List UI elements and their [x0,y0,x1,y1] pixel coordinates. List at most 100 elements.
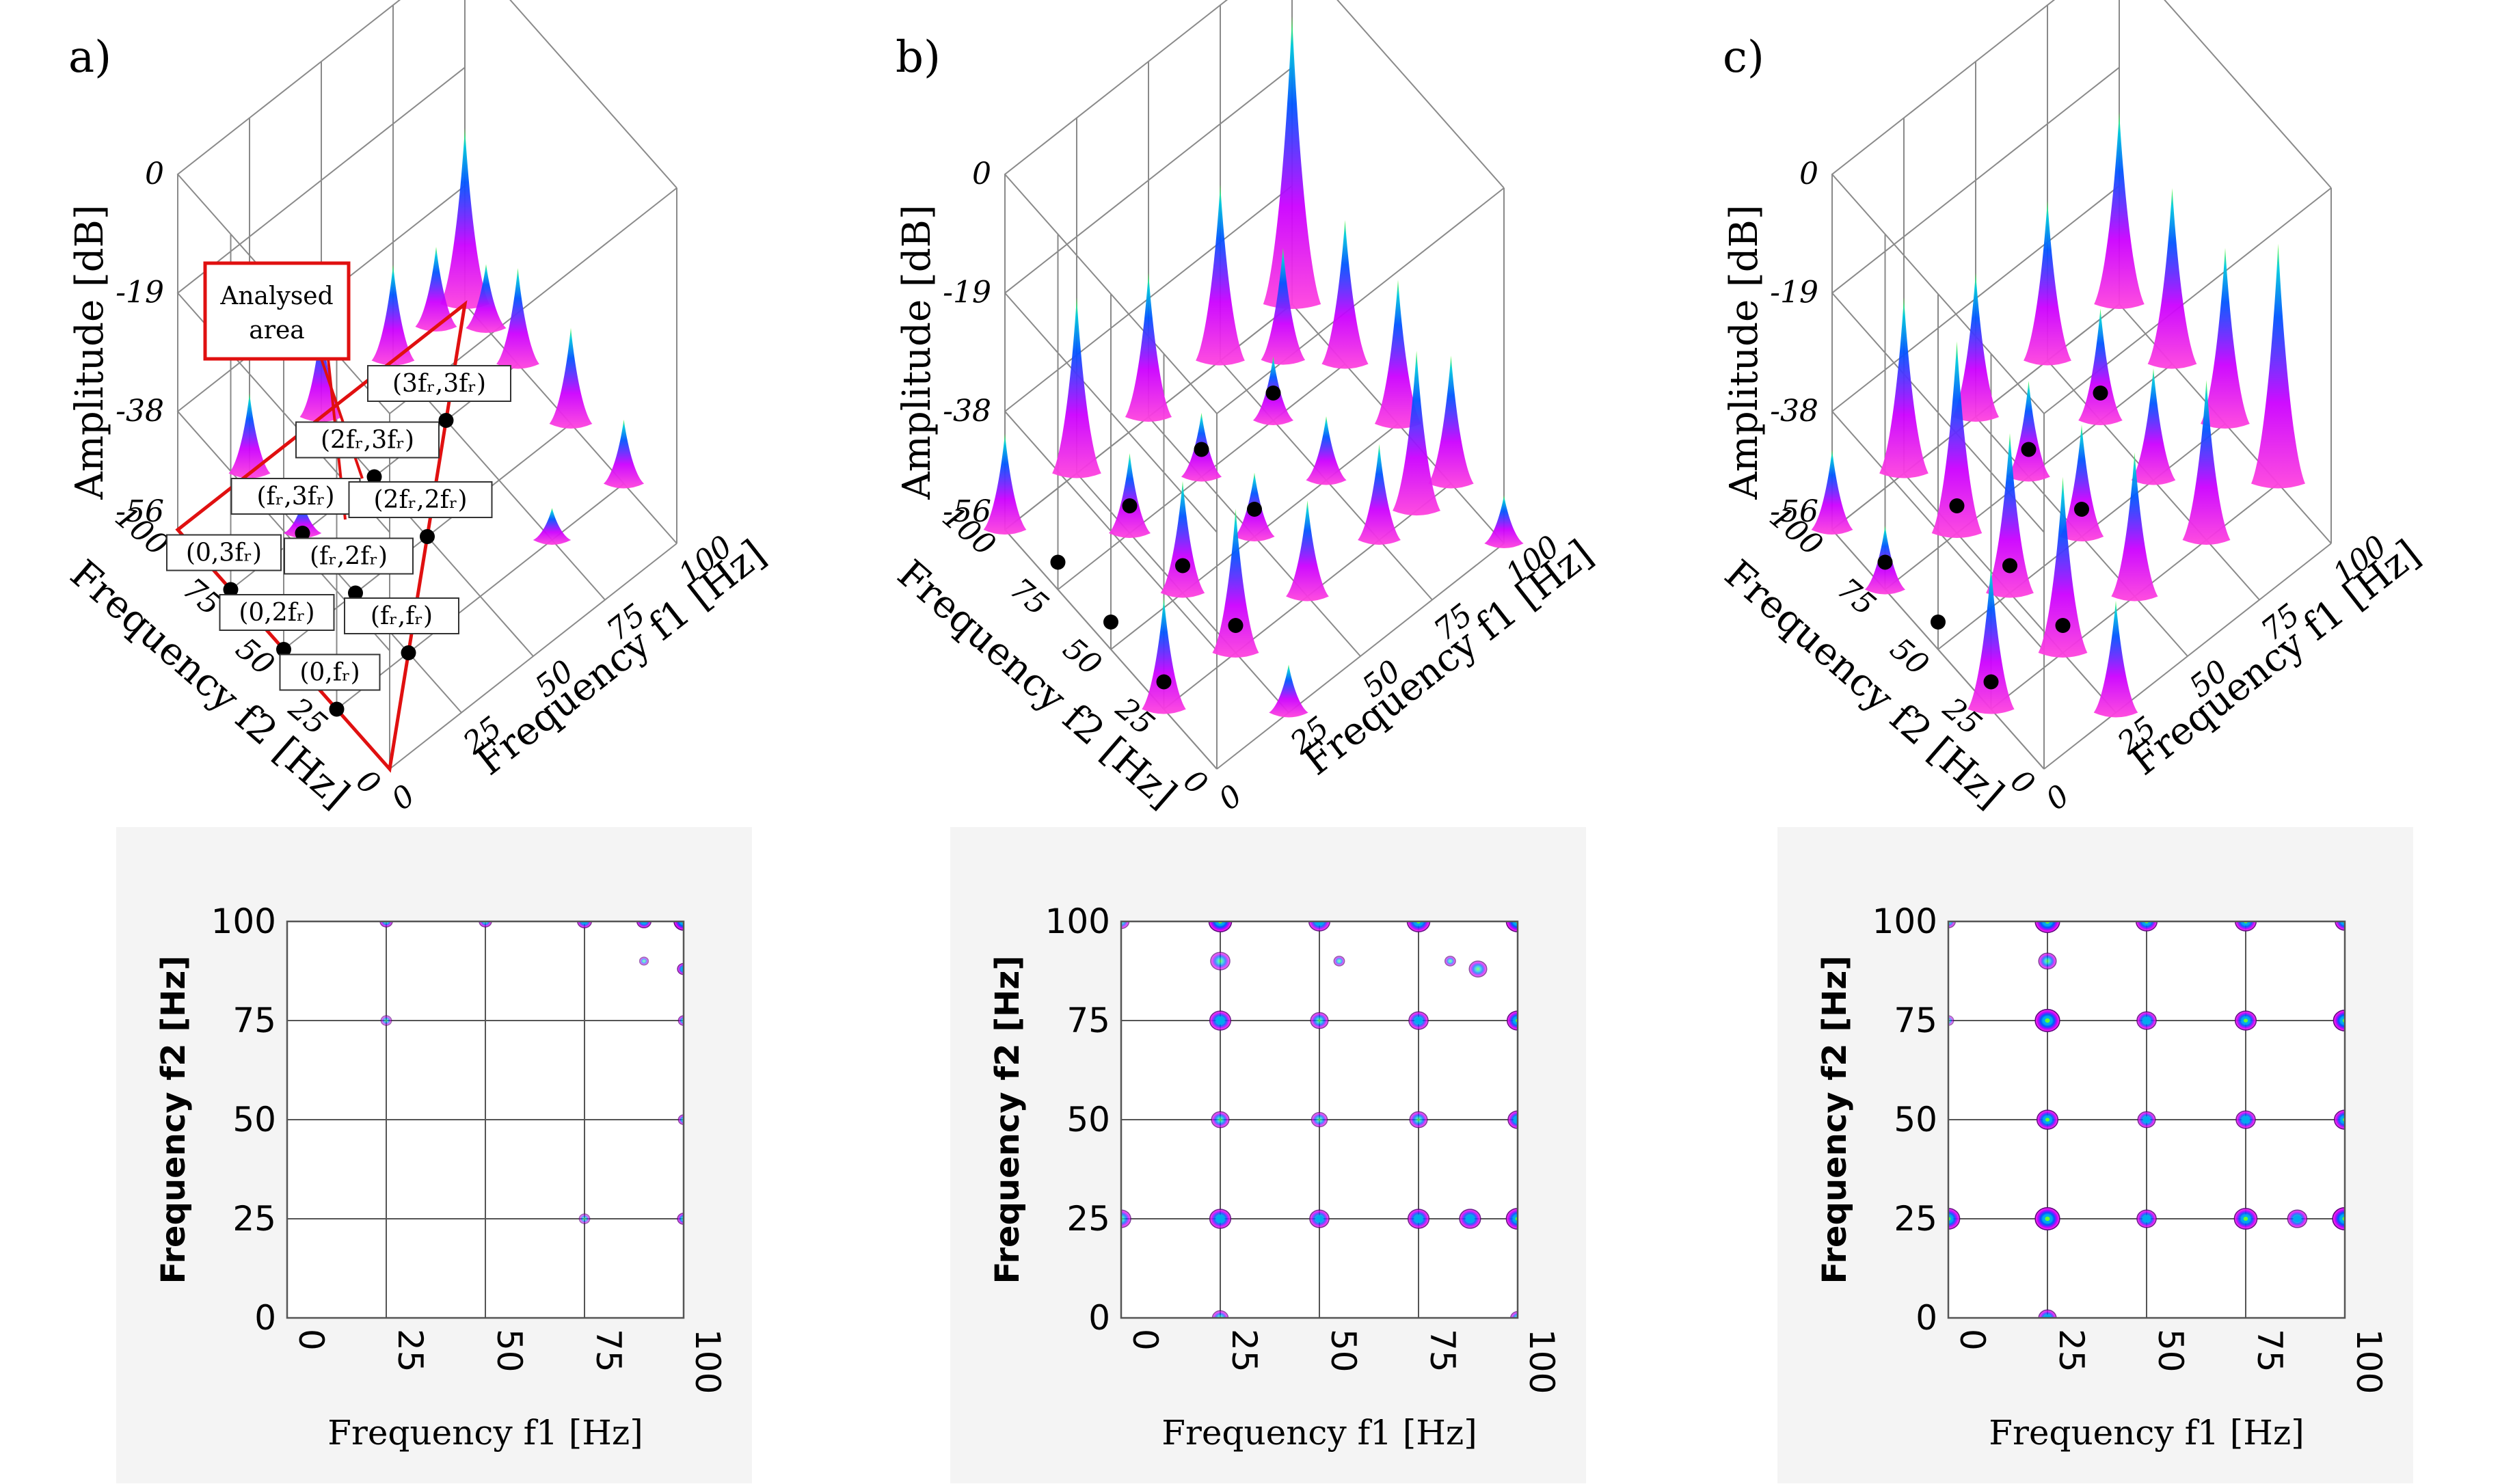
heatmap-blob-core [1315,1215,1323,1223]
spectral-peak [2251,243,2305,489]
wall-gridline-z [1831,66,2120,533]
annotation-label: (2fᵣ,2fᵣ) [374,486,468,514]
heatmap-blob-core [1414,1215,1423,1223]
heatmap-blob [1333,956,1345,967]
harmonic-marker [1156,674,1172,690]
x-tick-label: 0 [1212,778,1248,817]
x-tick-label: 100 [688,1329,727,1394]
heatmap-plot-2: 0 25 50 75 100 0 25 50 75 100 Frequency f1 [Hz] Fre… [950,827,1586,1483]
spectral-peak [1306,416,1347,485]
heatmap-blob-core [1215,1016,1225,1025]
x-axis-title: Frequency f1 [Hz] [327,1413,643,1453]
spectral-peak [1321,219,1369,369]
heatmap-blob-peak [2243,1018,2248,1023]
spectral-peak [1212,509,1259,658]
surface-plot-1: a)025507510002550751000-19-38-56Frequenc… [62,0,774,818]
harmonic-marker [1877,554,1893,570]
z-tick-label: -19 [1770,275,1818,310]
heatmap-blob [1948,921,1956,929]
heatmap-blob [1948,1015,1954,1026]
x-tick-label: 50 [489,1329,529,1373]
heatmap-blob-core [2293,1215,2302,1223]
heatmap-blob [380,1015,392,1026]
spectral-peak [2147,188,2197,369]
annotation-box [219,594,335,631]
annotation-label: (0,fᵣ) [299,659,360,687]
heatmap-blob-core [1513,1214,1518,1224]
spectral-peak [2038,476,2088,658]
heatmap-blob [1310,1012,1329,1029]
spectral-peak [2182,380,2231,545]
heatmap-blob [1444,956,1456,967]
spectral-peak [2007,381,2050,482]
spectral-peak [2024,200,2071,366]
x-axis-title: Frequency f1 [Hz] [1989,1413,2304,1453]
heatmap-frame [286,920,685,1319]
spectral-peak [1879,297,1929,478]
heatmap-frame [1120,920,1519,1319]
spectral-peak [2131,368,2176,485]
heatmap-blob [2333,1010,2345,1031]
spectral-peak [2201,247,2250,429]
heatmap-blob [1210,952,1231,971]
z-tick-label: 0 [1799,157,1818,191]
spectral-peak [1393,351,1441,516]
spectral-peak [1358,444,1401,545]
spectral-peak [466,264,507,333]
annotation-label: (0,3fᵣ) [186,539,262,567]
z-tick-label: -19 [116,275,164,310]
heatmap-blob-core [2142,1116,2151,1123]
heatmap-blob [1505,1208,1518,1230]
spectral-peak [440,128,489,309]
spectral-peak [2111,452,2158,602]
harmonic-marker [329,701,345,717]
heatmap-blob-core [1514,1116,1518,1124]
spectral-peak [533,508,572,545]
panel-label: c) [1723,32,1764,83]
spectral-peak [2078,308,2123,425]
analysed-area-label: area [249,316,304,345]
harmonic-marker [2074,502,2089,517]
analysed-area-box [203,261,351,361]
x-tick-label: 50 [1323,1329,1363,1373]
analysed-area-leader [320,358,364,479]
heatmap-blob-peak [2045,1216,2050,1222]
y-axis-title: Frequency f2 [Hz] [154,956,193,1284]
spectral-peak [1125,273,1172,422]
heatmap-blob-core [1513,1016,1518,1025]
heatmap-blob [2234,921,2257,932]
y-tick-label: 50 [1883,631,1935,682]
heatmap-blob-core [1466,1215,1475,1223]
heatmap-blob-core [2339,1214,2345,1224]
box-edge [1216,187,1505,414]
harmonic-marker [366,469,382,485]
x-tick-label: 75 [589,1329,628,1373]
heatmap-blob [1211,1111,1230,1129]
wall-gridline-z [1831,185,2120,651]
wall-gridline-z [1004,66,1293,533]
back-wall-f1 [1004,0,1293,530]
spectral-peak [2093,600,2138,718]
x-tick-label: 0 [2039,778,2075,817]
spectral-peak [1261,247,1306,365]
surface-plot-3: c)025507510002550751000-19-38-56Frequenc… [1716,0,2428,818]
z-tick-label: -38 [116,394,164,429]
harmonic-marker [1122,498,1138,513]
heatmap-blob-core [1414,1016,1423,1025]
heatmap-blob-core [1315,921,1324,926]
x-tick-label: 100 [2349,1329,2389,1394]
heatmap-blob [577,921,592,929]
spectral-peak [1109,453,1151,538]
spectral-peak [496,268,539,369]
heatmap-blob [1311,1111,1328,1128]
x-tick-label: 50 [2151,1329,2190,1373]
x-tick-label: 0 [291,1329,331,1351]
spectral-peak [603,419,645,489]
harmonic-marker [1247,502,1262,517]
heatmap-blob-core [2142,1016,2151,1025]
x-tick-label: 75 [2250,1329,2289,1373]
y-tick-label: 100 [1045,902,1110,941]
spectral-peak [1931,341,1983,538]
harmonic-marker [1103,615,1118,630]
surface-plots: a)025507510002550751000-19-38-56Frequenc… [62,0,2428,818]
